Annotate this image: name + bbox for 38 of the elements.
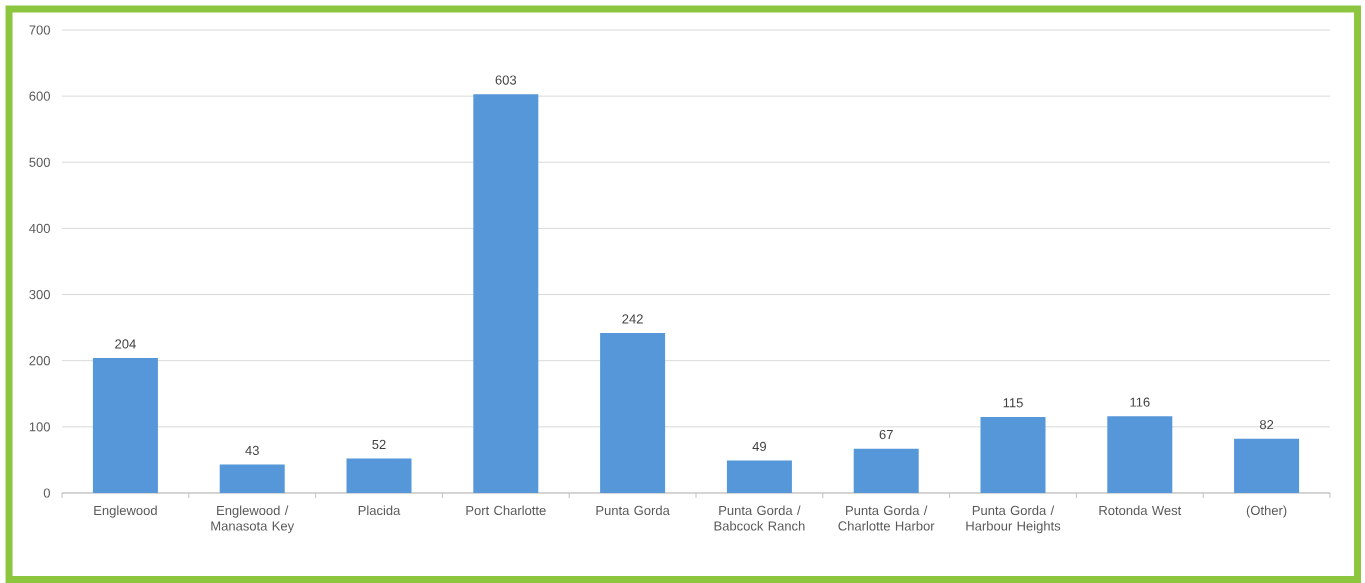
- x-tick-label: Englewood: [94, 505, 157, 518]
- data-label: 43: [245, 445, 259, 456]
- y-tick-label: 200: [29, 356, 50, 366]
- bar: [1234, 438, 1300, 493]
- x-tick-label: Punta Gorda / Harbour Heights: [966, 505, 1061, 534]
- x-tick-label: Rotonda West: [1099, 505, 1182, 516]
- data-label: 116: [1130, 397, 1150, 407]
- bar: [1107, 416, 1173, 493]
- x-tick-label: Punta Gorda: [596, 505, 670, 516]
- y-tick-label: 700: [29, 25, 50, 35]
- data-label: 204: [115, 339, 136, 349]
- bar: [346, 458, 412, 493]
- bar: [600, 332, 666, 493]
- bar: [473, 94, 539, 493]
- x-tick-label: Port Charlotte: [466, 505, 546, 516]
- data-label: 603: [495, 75, 517, 85]
- bar: [92, 358, 158, 493]
- bar: [219, 464, 285, 493]
- data-label: 52: [372, 439, 386, 450]
- bar: [726, 460, 792, 493]
- y-tick-label: 600: [29, 91, 50, 101]
- y-tick-label: 300: [29, 289, 50, 300]
- y-tick-label: 400: [29, 223, 50, 234]
- y-tick-label: 100: [29, 422, 50, 432]
- data-label: 67: [879, 429, 893, 440]
- data-label: 82: [1259, 420, 1274, 430]
- x-tick-label: Placida: [358, 505, 401, 516]
- y-tick-label: 0: [43, 488, 50, 498]
- data-label: 49: [752, 441, 767, 452]
- x-tick-label: Punta Gorda / Charlotte Harbor: [838, 505, 935, 531]
- x-tick-label: (Other): [1246, 505, 1287, 518]
- data-label: 242: [622, 314, 643, 324]
- data-label: 115: [1003, 398, 1023, 408]
- x-tick-label: Englewood / Manasota Key: [211, 505, 295, 534]
- y-tick-label: 500: [29, 157, 50, 167]
- x-tick-label: Punta Gorda / Babcock Ranch: [714, 505, 805, 531]
- bar: [980, 416, 1046, 493]
- bar: [853, 448, 919, 493]
